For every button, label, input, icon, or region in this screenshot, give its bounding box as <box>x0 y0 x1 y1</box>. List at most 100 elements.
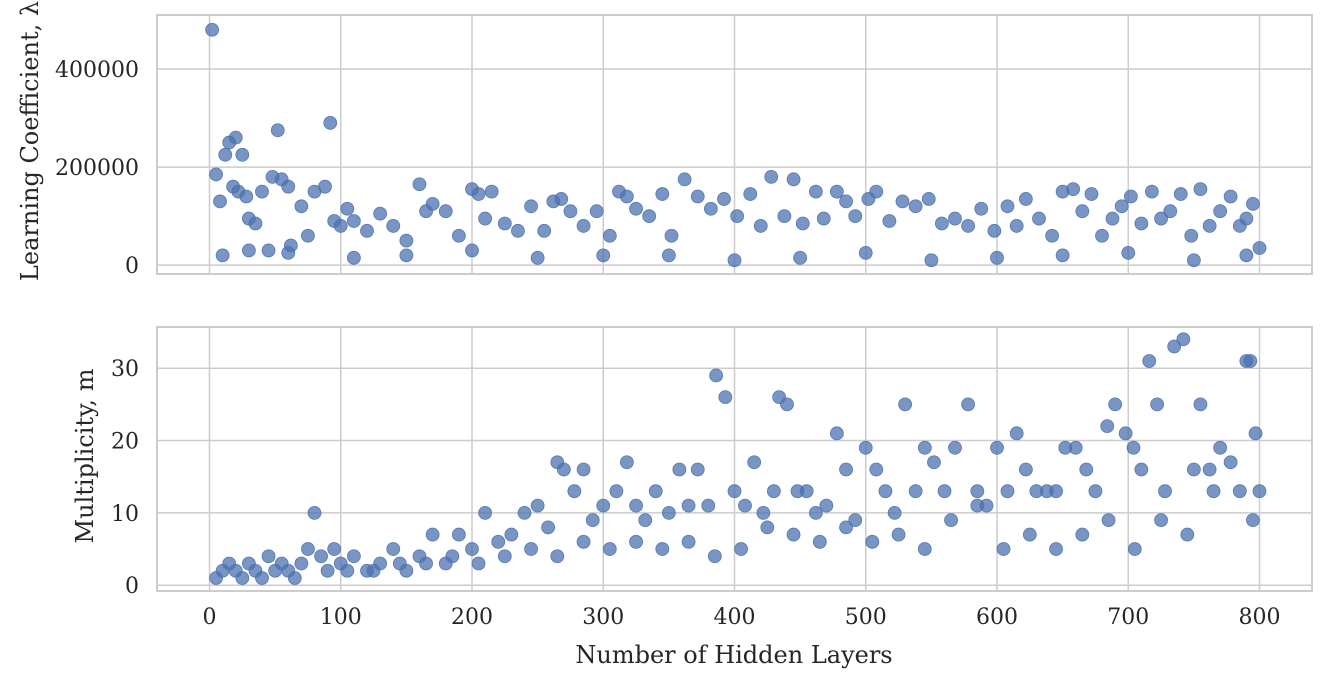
bottom-data-point <box>756 505 771 520</box>
top-data-point <box>924 253 939 268</box>
top-data-point <box>511 223 525 238</box>
top-data-point <box>743 187 758 201</box>
top-data-point <box>1009 219 1024 233</box>
x-axis-label: Number of Hidden Layers <box>575 641 892 669</box>
bottom-x-tick-label: 200 <box>451 605 493 630</box>
bottom-data-point <box>497 549 512 564</box>
bottom-data-point <box>672 462 687 477</box>
bottom-data-point <box>1100 419 1115 433</box>
top-plot-frame <box>156 14 1313 275</box>
bottom-data-point <box>734 542 748 556</box>
bottom-data-point <box>990 440 1004 455</box>
bottom-data-point <box>1118 426 1133 441</box>
top-data-point <box>1055 248 1070 263</box>
top-data-point <box>1084 187 1099 201</box>
bottom-data-point <box>609 484 624 499</box>
top-data-point <box>554 192 569 206</box>
top-data-point <box>655 187 670 201</box>
bottom-data-point <box>887 505 902 520</box>
top-data-point <box>1173 187 1188 201</box>
top-data-point <box>1045 228 1060 243</box>
top-data-point <box>921 192 936 206</box>
bottom-data-point <box>1022 527 1037 542</box>
top-data-point <box>270 123 285 138</box>
bottom-data-point <box>1202 462 1217 477</box>
bottom-y-tick-label: 10 <box>111 502 139 527</box>
bottom-data-point <box>917 542 932 556</box>
top-data-point <box>205 22 220 37</box>
bottom-data-point <box>1167 339 1182 354</box>
top-data-point <box>1202 219 1217 233</box>
top-data-point <box>596 248 611 263</box>
bottom-data-point <box>1126 440 1141 455</box>
bottom-data-point <box>727 484 742 499</box>
bottom-data-point <box>425 527 440 542</box>
top-data-point <box>1105 211 1120 226</box>
bottom-data-point <box>1232 484 1247 499</box>
bottom-data-point <box>1206 484 1221 499</box>
top-data-point <box>934 216 949 231</box>
top-data-point <box>848 209 863 224</box>
bottom-data-point <box>602 542 617 556</box>
bottom-data-point <box>491 534 506 549</box>
bottom-plot-frame <box>156 326 1313 592</box>
bottom-data-point <box>524 542 538 556</box>
bottom-x-tick-label: 0 <box>203 605 217 630</box>
top-data-point <box>677 172 692 187</box>
top-data-point <box>261 243 276 258</box>
bottom-data-point <box>944 513 958 528</box>
bottom-data-point <box>596 498 611 513</box>
bottom-data-point <box>865 534 880 549</box>
bottom-data-point <box>1101 513 1116 528</box>
bottom-data-point <box>812 534 827 549</box>
top-data-point <box>323 116 338 130</box>
top-data-point <box>908 199 923 214</box>
bottom-data-point <box>1150 397 1165 412</box>
top-data-point <box>213 194 227 209</box>
top-data-point <box>399 233 414 248</box>
bottom-data-point <box>320 563 335 578</box>
bottom-data-point <box>948 440 962 455</box>
bottom-data-point <box>760 520 775 535</box>
top-data-point <box>1193 182 1208 197</box>
top-data-point <box>1075 204 1090 219</box>
top-data-point <box>241 243 256 258</box>
bottom-data-point <box>340 563 355 578</box>
bottom-data-point <box>738 498 752 513</box>
top-data-point <box>589 204 604 219</box>
bottom-data-point <box>556 462 571 477</box>
bottom-data-point <box>1079 462 1094 477</box>
top-data-point <box>333 219 348 233</box>
bottom-data-point <box>1068 440 1083 455</box>
top-data-point <box>690 189 705 204</box>
top-data-point <box>438 204 453 219</box>
top-data-point <box>1239 248 1254 263</box>
top-data-point <box>664 228 679 243</box>
bottom-data-point <box>799 484 814 499</box>
top-data-point <box>1246 196 1260 211</box>
bottom-data-point <box>780 397 794 412</box>
bottom-data-point <box>1186 462 1201 477</box>
bottom-data-point <box>619 455 634 470</box>
top-data-point <box>360 223 374 238</box>
bottom-x-tick-label: 500 <box>845 605 887 630</box>
bottom-data-point <box>681 534 696 549</box>
bottom-data-point <box>1108 397 1123 412</box>
top-data-point <box>425 196 440 211</box>
top-data-point <box>228 130 243 145</box>
bottom-data-point <box>1246 513 1260 528</box>
bottom-x-tick-label: 400 <box>714 605 756 630</box>
top-data-point <box>346 250 361 265</box>
bottom-data-point <box>718 390 733 405</box>
top-data-point <box>703 201 718 216</box>
bottom-data-point <box>1075 527 1090 542</box>
bottom-data-point <box>839 520 853 535</box>
bottom-data-point <box>1180 527 1195 542</box>
bottom-data-point <box>287 571 302 585</box>
top-data-point <box>1114 199 1129 214</box>
top-data-point <box>793 250 808 265</box>
top-data-point <box>795 216 810 231</box>
top-data-point <box>209 167 223 182</box>
bottom-data-point <box>839 462 853 477</box>
